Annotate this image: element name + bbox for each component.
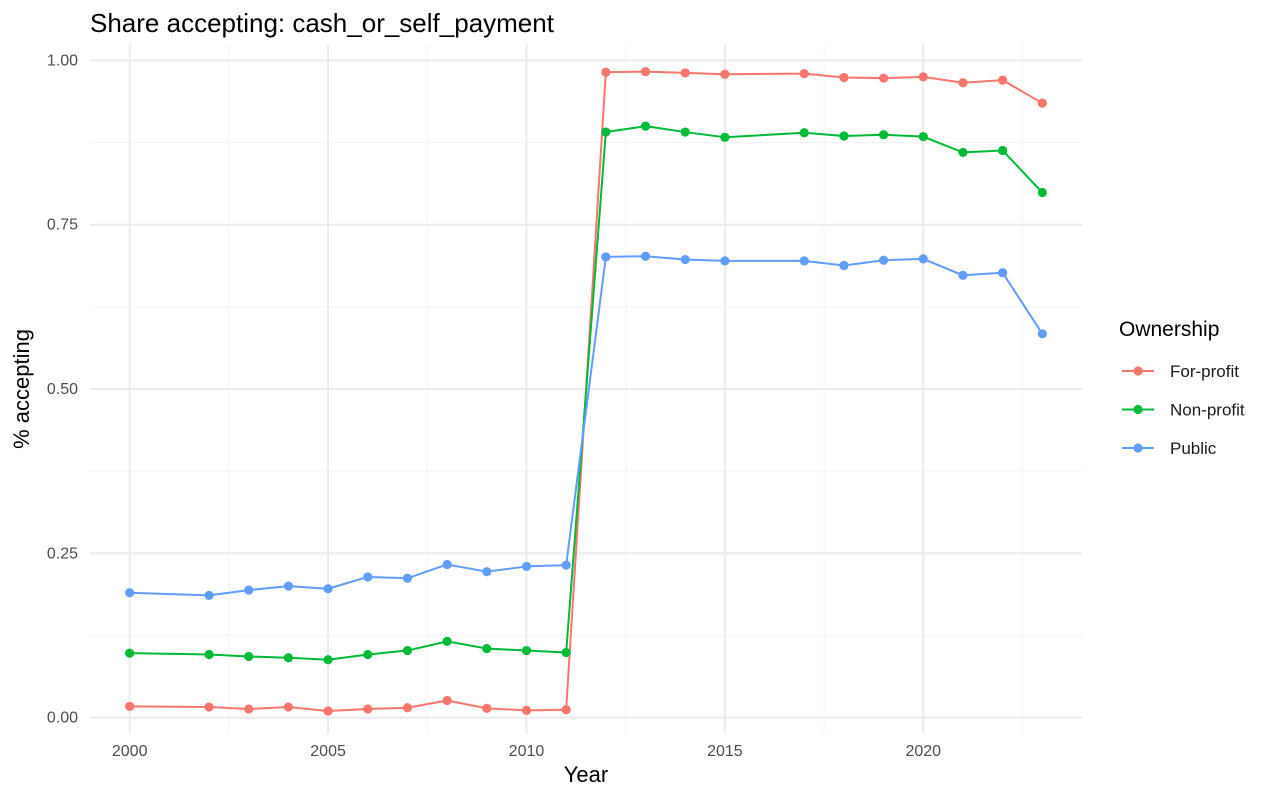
data-point-for-profit bbox=[402, 703, 413, 713]
data-point-public bbox=[720, 256, 730, 266]
data-point-non-profit bbox=[799, 128, 809, 138]
data-point-public bbox=[601, 252, 611, 262]
y-axis-title: % accepting bbox=[9, 329, 34, 449]
data-point-public bbox=[680, 254, 690, 265]
data-point-public bbox=[521, 561, 532, 572]
data-point-non-profit bbox=[998, 145, 1008, 156]
legend-item-non-profit: Non-profit bbox=[1122, 401, 1245, 420]
data-point-public bbox=[204, 590, 214, 600]
data-point-public bbox=[879, 255, 889, 265]
data-point-for-profit bbox=[601, 67, 611, 77]
data-point-for-profit bbox=[323, 706, 333, 716]
data-point-public bbox=[998, 268, 1008, 278]
data-point-non-profit bbox=[918, 132, 928, 142]
y-axis-ticks: 0.00 0.25 0.50 0.75 1.00 bbox=[47, 52, 78, 726]
data-point-public bbox=[283, 581, 293, 591]
data-point-for-profit bbox=[561, 705, 571, 715]
data-point-public bbox=[323, 584, 333, 594]
series-layer bbox=[125, 67, 1047, 716]
series-non-profit bbox=[125, 121, 1047, 665]
series-public bbox=[125, 251, 1047, 600]
data-point-for-profit bbox=[204, 702, 214, 712]
data-point-non-profit bbox=[839, 131, 849, 141]
legend-label: Non-profit bbox=[1170, 401, 1245, 420]
data-point-non-profit bbox=[204, 649, 214, 660]
data-point-non-profit bbox=[244, 651, 254, 662]
data-point-for-profit bbox=[521, 705, 532, 715]
data-point-non-profit bbox=[680, 127, 690, 137]
legend: Ownership For-profit Non-profit Public bbox=[1119, 318, 1245, 458]
data-point-for-profit bbox=[283, 702, 293, 712]
data-point-for-profit bbox=[640, 67, 651, 77]
data-point-non-profit bbox=[601, 127, 611, 137]
data-point-non-profit bbox=[640, 121, 651, 131]
data-point-for-profit bbox=[958, 78, 968, 88]
data-point-non-profit bbox=[442, 636, 452, 646]
data-point-public bbox=[839, 260, 849, 271]
data-point-for-profit bbox=[363, 704, 373, 714]
data-point-public bbox=[1037, 329, 1047, 339]
data-point-non-profit bbox=[958, 147, 968, 158]
data-point-public bbox=[244, 585, 254, 595]
data-point-public bbox=[561, 560, 571, 570]
legend-items: For-profit Non-profit Public bbox=[1122, 362, 1245, 458]
y-tick-label: 0.00 bbox=[47, 710, 78, 727]
data-point-non-profit bbox=[482, 643, 492, 654]
data-point-non-profit bbox=[125, 648, 135, 658]
data-point-for-profit bbox=[799, 68, 809, 79]
data-point-public bbox=[918, 254, 928, 264]
data-point-non-profit bbox=[283, 653, 293, 663]
x-axis-ticks: 2000 2005 2010 2015 2020 bbox=[112, 743, 941, 760]
data-point-for-profit bbox=[879, 73, 889, 83]
data-point-for-profit bbox=[442, 695, 452, 706]
y-tick-label: 0.75 bbox=[47, 217, 78, 234]
data-point-for-profit bbox=[125, 701, 135, 712]
data-point-non-profit bbox=[521, 645, 532, 656]
series-line-public bbox=[129, 255, 1044, 597]
data-point-for-profit bbox=[244, 704, 254, 714]
data-point-public bbox=[799, 256, 809, 266]
legend-key-point bbox=[1133, 404, 1143, 415]
data-point-non-profit bbox=[402, 645, 413, 656]
data-point-for-profit bbox=[1037, 98, 1047, 108]
legend-key-point bbox=[1133, 366, 1143, 376]
data-point-for-profit bbox=[482, 703, 492, 713]
x-tick-label: 2015 bbox=[707, 743, 743, 760]
data-point-public bbox=[958, 270, 968, 280]
data-point-public bbox=[125, 588, 135, 598]
legend-key-point bbox=[1133, 443, 1143, 453]
data-point-for-profit bbox=[998, 75, 1008, 85]
y-tick-label: 0.25 bbox=[47, 545, 78, 562]
x-axis-title: Year bbox=[564, 762, 608, 787]
data-point-non-profit bbox=[323, 655, 333, 665]
data-point-non-profit bbox=[879, 130, 889, 140]
series-line-non-profit bbox=[129, 125, 1044, 661]
data-point-non-profit bbox=[363, 649, 373, 660]
data-point-non-profit bbox=[561, 647, 571, 658]
x-tick-label: 2005 bbox=[310, 743, 346, 760]
data-point-public bbox=[482, 567, 492, 577]
y-tick-label: 0.50 bbox=[47, 381, 78, 398]
legend-label: For-profit bbox=[1170, 362, 1239, 381]
data-point-public bbox=[363, 572, 373, 582]
legend-label: Public bbox=[1170, 439, 1217, 458]
x-tick-label: 2020 bbox=[905, 743, 941, 760]
data-point-for-profit bbox=[720, 69, 730, 79]
legend-title: Ownership bbox=[1119, 318, 1219, 341]
x-tick-label: 2010 bbox=[509, 743, 545, 760]
data-point-for-profit bbox=[839, 72, 849, 83]
legend-item-for-profit: For-profit bbox=[1122, 362, 1239, 381]
data-point-for-profit bbox=[680, 68, 690, 78]
data-point-non-profit bbox=[720, 132, 730, 142]
data-point-public bbox=[402, 573, 413, 583]
chart-title: Share accepting: cash_or_self_payment bbox=[90, 8, 555, 38]
y-tick-label: 1.00 bbox=[47, 52, 78, 69]
data-point-for-profit bbox=[918, 72, 928, 82]
data-point-public bbox=[640, 251, 651, 261]
legend-item-public: Public bbox=[1122, 439, 1217, 458]
data-point-non-profit bbox=[1037, 187, 1047, 198]
data-point-public bbox=[442, 559, 452, 570]
x-tick-label: 2000 bbox=[112, 743, 148, 760]
